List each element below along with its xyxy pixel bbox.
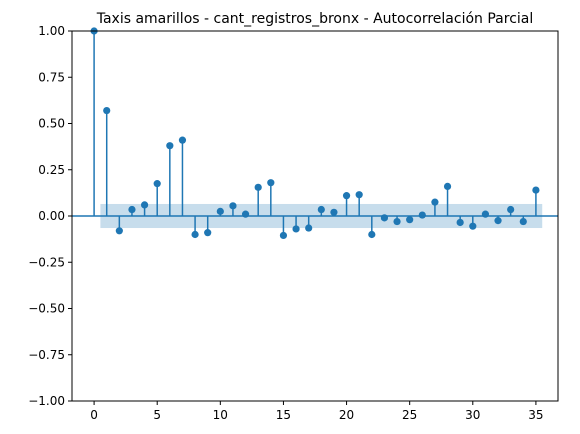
marker-lag-19 <box>330 208 338 216</box>
marker-lag-13 <box>254 183 262 191</box>
y-tick-label: 0.00 <box>38 209 65 223</box>
y-tick-label: 0.25 <box>38 163 65 177</box>
markers-layer <box>90 27 540 240</box>
y-tick-label: −0.25 <box>28 255 65 269</box>
y-tick-label: 1.00 <box>38 24 65 38</box>
marker-lag-5 <box>153 180 161 188</box>
marker-lag-9 <box>204 229 212 237</box>
x-tick-label: 15 <box>276 408 291 422</box>
marker-lag-16 <box>292 225 300 233</box>
marker-lag-12 <box>241 210 250 218</box>
marker-lag-27 <box>431 198 439 206</box>
marker-lag-10 <box>216 207 224 215</box>
marker-lag-15 <box>279 231 288 240</box>
marker-lag-14 <box>267 179 275 187</box>
marker-lag-1 <box>103 106 111 115</box>
marker-lag-32 <box>494 217 502 225</box>
marker-lag-4 <box>140 201 149 209</box>
marker-lag-33 <box>507 205 515 214</box>
marker-lag-17 <box>305 224 313 232</box>
chart-title: Taxis amarillos - cant_registros_bronx -… <box>96 11 534 27</box>
x-tick-label: 5 <box>153 408 161 422</box>
y-tick-label: 0.50 <box>38 117 65 131</box>
marker-lag-30 <box>469 222 477 230</box>
marker-lag-25 <box>406 216 414 224</box>
x-tick-label: 20 <box>339 408 354 422</box>
y-tick-label: −1.00 <box>28 394 65 408</box>
marker-lag-7 <box>178 136 187 144</box>
marker-lag-21 <box>355 191 363 199</box>
marker-lag-29 <box>456 218 464 227</box>
marker-lag-26 <box>418 211 426 219</box>
marker-lag-22 <box>368 230 376 239</box>
marker-lag-3 <box>128 205 136 214</box>
marker-lag-24 <box>393 217 401 226</box>
y-tick-label: −0.50 <box>28 302 65 316</box>
x-tick-label: 35 <box>528 408 543 422</box>
marker-lag-20 <box>342 192 351 200</box>
axes-layer: 0 5 10 15 20 25 30 35 −1.00 −0.75 −0.50 −0.25 0.00 0.… <box>28 24 559 422</box>
x-tick-label: 0 <box>90 408 98 422</box>
x-tick-label: 30 <box>465 408 480 422</box>
marker-lag-34 <box>519 217 527 226</box>
marker-lag-23 <box>380 214 389 222</box>
marker-lag-28 <box>443 182 452 190</box>
marker-lag-31 <box>481 210 490 218</box>
y-tick-label: 0.75 <box>38 70 65 84</box>
marker-lag-35 <box>532 186 540 194</box>
x-tick-label: 25 <box>402 408 417 422</box>
marker-lag-18 <box>317 205 325 214</box>
marker-lag-2 <box>115 227 123 235</box>
x-tick-label: 10 <box>213 408 228 422</box>
y-tick-label: −0.75 <box>28 348 65 362</box>
marker-lag-8 <box>191 230 199 239</box>
marker-lag-6 <box>166 142 174 150</box>
marker-lag-11 <box>229 202 237 210</box>
